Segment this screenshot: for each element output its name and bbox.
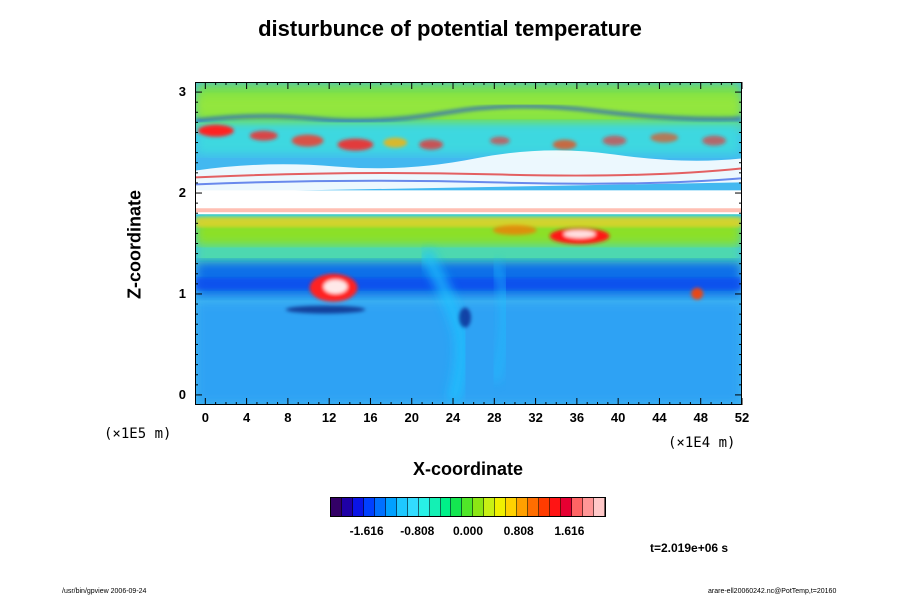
colorbar-cell <box>418 498 430 516</box>
colorbar-cell <box>407 498 419 516</box>
colorbar-tick-label: -0.808 <box>400 524 435 538</box>
z-unit-label: (×1E5 m) <box>104 426 172 442</box>
x-tick-label: 28 <box>487 410 502 425</box>
colorbar-tick-label: 0.808 <box>503 524 534 538</box>
colorbar-cell <box>517 498 529 516</box>
x-tick-label: 0 <box>201 410 209 425</box>
colorbar-cell <box>539 498 551 516</box>
colorbar-cell <box>571 498 583 516</box>
x-tick-label: 8 <box>284 410 292 425</box>
footer-file-info: arare-ell20060242.nc@PotTemp,t=20160 <box>708 588 837 595</box>
x-tick-label: 24 <box>445 410 461 425</box>
y-tick-label: 3 <box>178 84 186 100</box>
colorbar-cell <box>473 498 485 516</box>
colorbar-tick-label: 0.000 <box>452 524 484 538</box>
colorbar-cell <box>385 498 397 516</box>
x-unit-label: (×1E4 m) <box>668 435 736 451</box>
x-tick-label: 32 <box>528 410 543 425</box>
colorbar-cell <box>495 498 507 516</box>
x-tick-label: 4 <box>242 410 251 425</box>
x-tick-label: 12 <box>321 410 337 425</box>
x-tick-label: 40 <box>610 410 626 425</box>
x-tick-label: 16 <box>363 410 378 425</box>
colorbar-cell <box>550 498 562 516</box>
y-tick-label: 1 <box>178 285 186 301</box>
colorbar-cell <box>352 498 364 516</box>
colorbar-cell <box>331 498 342 516</box>
colorbar-cell <box>363 498 375 516</box>
colorbar-cell <box>429 498 441 516</box>
x-tick-label: 20 <box>404 410 419 425</box>
colorbar-tick-label: -1.616 <box>349 524 384 538</box>
colorbar-cell <box>396 498 408 516</box>
colorbar-cell <box>582 498 594 516</box>
plot-area <box>195 82 742 405</box>
x-axis-label: X-coordinate <box>412 459 523 479</box>
colorbar-cell <box>561 498 572 516</box>
colorbar-cell <box>593 498 605 516</box>
colorbar-cell <box>440 498 452 516</box>
colorbar <box>330 497 606 517</box>
x-tick-label: 44 <box>652 410 667 425</box>
colorbar-cell <box>484 498 496 516</box>
chart-title: disturbunce of potential temperature <box>258 16 642 41</box>
colorbar-tick-label: 1.616 <box>554 524 585 538</box>
y-tick-label: 2 <box>178 185 186 201</box>
y-tick-label: 0 <box>178 386 186 402</box>
colorbar-cell <box>506 498 518 516</box>
x-tick-label: 48 <box>693 410 708 425</box>
colorbar-cell <box>341 498 353 516</box>
x-tick-label: 52 <box>734 410 750 425</box>
colorbar-cell <box>374 498 386 516</box>
temperature-field <box>196 83 741 404</box>
colorbar-cell <box>462 498 474 516</box>
colorbar-cell <box>528 498 540 516</box>
footer-command: /usr/bin/gpview 2006-09-24 <box>62 588 147 595</box>
time-label: t=2.019e+06 s <box>650 541 729 555</box>
x-tick-label: 36 <box>569 410 585 425</box>
colorbar-cell <box>451 498 463 516</box>
